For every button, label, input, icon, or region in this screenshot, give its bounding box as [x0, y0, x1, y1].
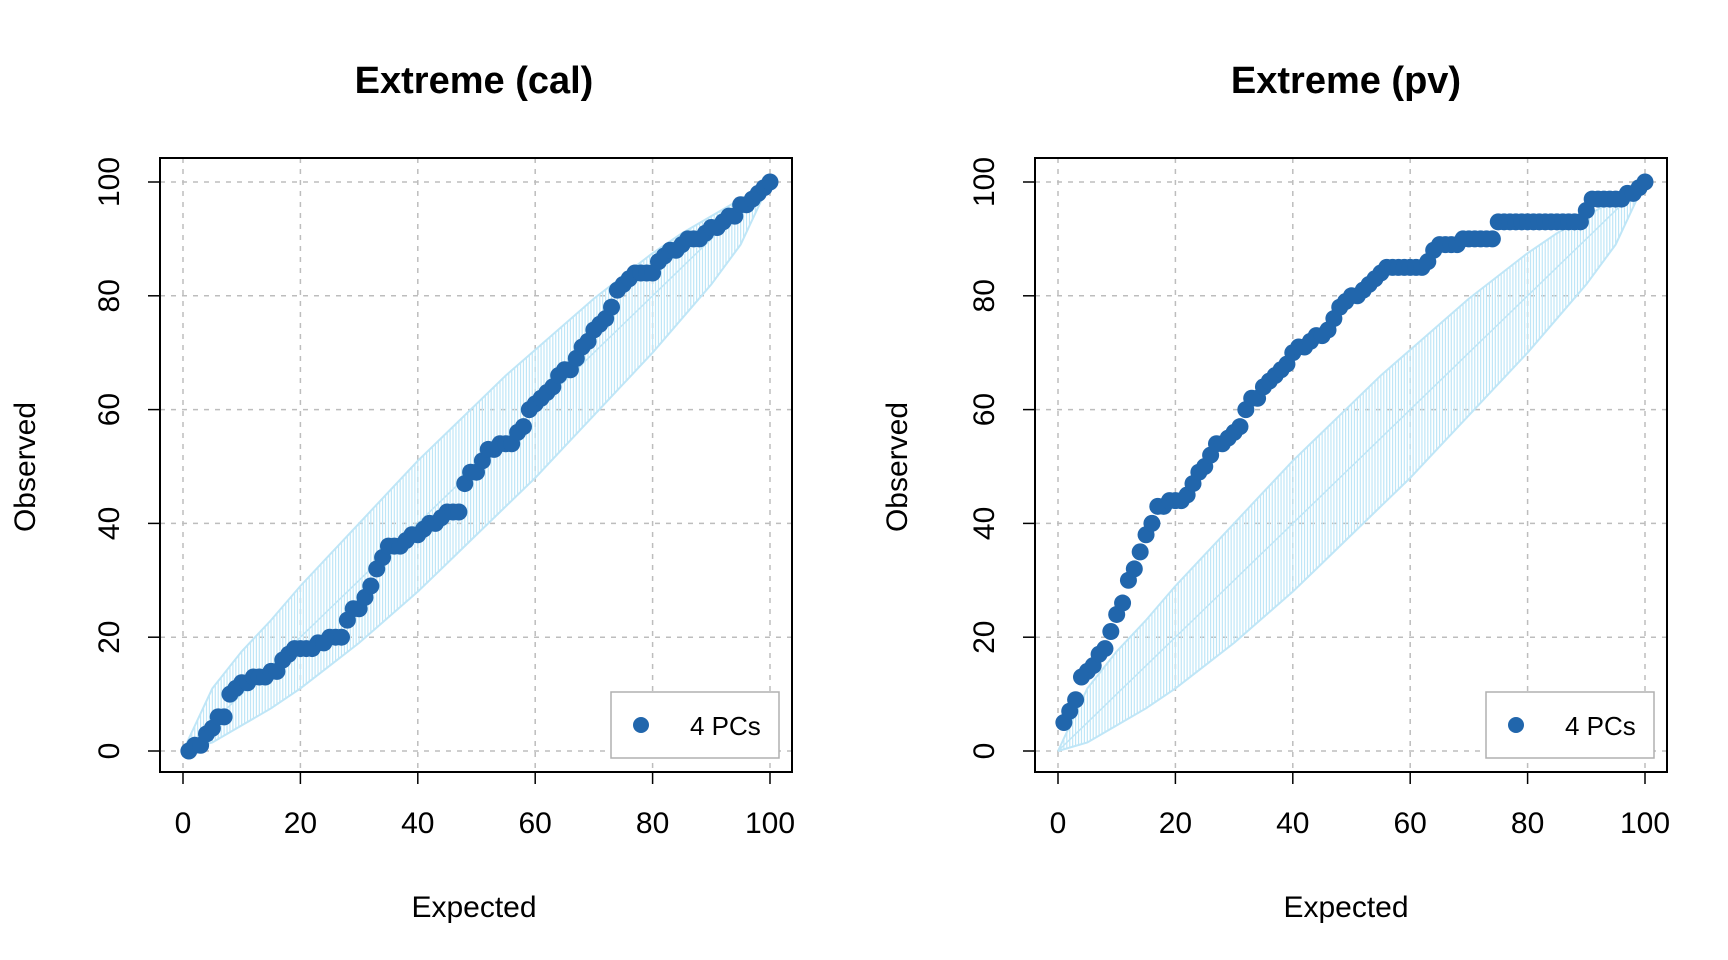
legend: 4 PCs: [610, 691, 780, 759]
x-tick-label: 0: [1050, 807, 1067, 840]
data-point: [1131, 543, 1149, 561]
x-axis-label: Expected: [411, 891, 536, 924]
data-point: [1636, 173, 1654, 191]
x-tick-label: 0: [175, 807, 192, 840]
legend: 4 PCs: [1485, 691, 1655, 759]
y-tick-label: 20: [93, 621, 126, 654]
panel-extreme-cal: Extreme (cal) Expected Observed 0 20 40 60 8…: [9, 60, 795, 924]
y-tick-label: 40: [968, 507, 1001, 540]
data-point: [1483, 230, 1501, 248]
x-tick-label: 60: [519, 807, 552, 840]
data-point: [761, 173, 779, 191]
band-upper-edge: [1057, 181, 1646, 752]
chart-title: Extreme (cal): [355, 60, 594, 102]
x-tick-label: 40: [1276, 807, 1309, 840]
data-points: [1055, 173, 1654, 732]
y-tick-label: 100: [968, 157, 1001, 207]
band-center-line: [1057, 181, 1646, 752]
data-point: [215, 708, 233, 726]
panel-extreme-pv: Extreme (pv) Expected Observed 0 20 40 60 80…: [881, 60, 1670, 924]
chart-title: Extreme (pv): [1231, 60, 1461, 102]
data-point: [332, 628, 350, 646]
x-tick-label: 100: [745, 807, 795, 840]
y-tick-label: 0: [93, 743, 126, 760]
data-point: [362, 577, 380, 595]
legend-marker: [1508, 717, 1524, 733]
x-tick-label: 80: [636, 807, 669, 840]
x-tick-label: 20: [284, 807, 317, 840]
band-upper-edge: [182, 181, 771, 752]
x-tick-label: 40: [401, 807, 434, 840]
band-lower-edge: [182, 181, 771, 752]
data-point: [1114, 594, 1132, 612]
band-lower-edge: [1057, 181, 1646, 752]
legend-label: 4 PCs: [1565, 711, 1636, 741]
y-tick-label: 20: [968, 621, 1001, 654]
data-point: [1067, 691, 1085, 709]
data-point: [1231, 418, 1249, 436]
y-tick-label: 100: [93, 157, 126, 207]
data-point: [603, 298, 621, 316]
y-tick-label: 80: [93, 279, 126, 312]
data-point: [1096, 640, 1114, 658]
x-tick-label: 20: [1159, 807, 1192, 840]
legend-marker: [633, 717, 649, 733]
data-point: [1102, 623, 1120, 641]
data-point: [1143, 514, 1161, 532]
y-tick-label: 0: [968, 743, 1001, 760]
y-tick-label: 60: [968, 393, 1001, 426]
y-axis-label: Observed: [9, 402, 42, 532]
x-tick-label: 100: [1620, 807, 1670, 840]
plot-frame: [159, 157, 793, 773]
confidence-band: [1057, 181, 1646, 752]
x-tick-label: 60: [1394, 807, 1427, 840]
data-point: [1125, 560, 1143, 578]
y-tick-label: 60: [93, 393, 126, 426]
x-tick-label: 80: [1511, 807, 1544, 840]
y-tick-label: 80: [968, 279, 1001, 312]
y-tick-label: 40: [93, 507, 126, 540]
x-axis-label: Expected: [1283, 891, 1408, 924]
data-point: [450, 503, 468, 521]
data-point: [514, 418, 532, 436]
data-points: [180, 173, 779, 760]
y-axis-label: Observed: [881, 402, 914, 532]
plot-frame: [1034, 157, 1668, 773]
legend-label: 4 PCs: [690, 711, 761, 741]
